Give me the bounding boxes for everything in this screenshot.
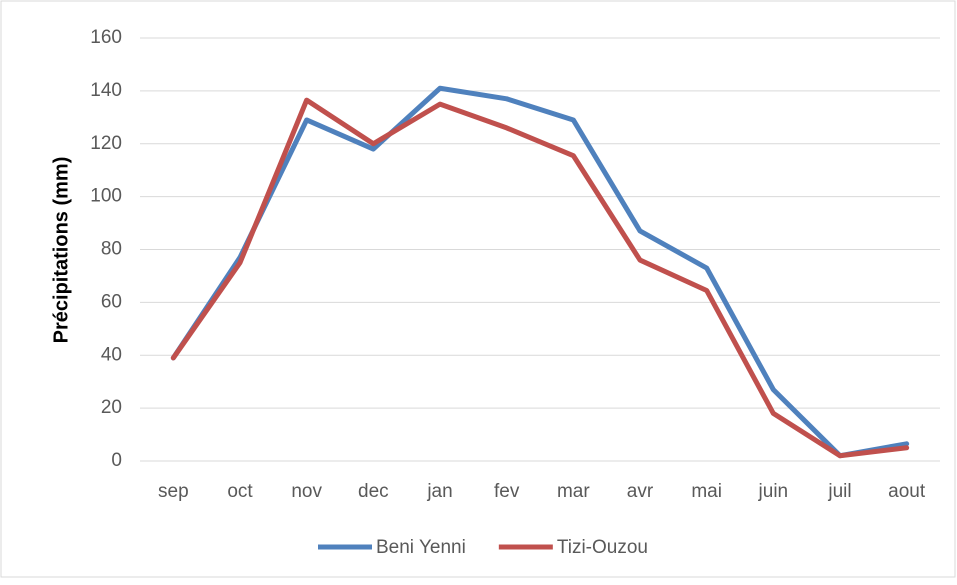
x-tick-label: sep: [158, 481, 189, 502]
x-tick-label: juil: [827, 481, 851, 502]
series-line: [170, 97, 910, 459]
y-tick-label: 120: [90, 133, 122, 154]
x-tick-label: mar: [557, 481, 590, 502]
x-tick-label: dec: [358, 481, 389, 502]
legend-label: Tizi-Ouzou: [557, 537, 648, 558]
y-tick-label: 140: [90, 80, 122, 101]
legend-label: Beni Yenni: [376, 537, 466, 558]
y-tick-label: 20: [101, 397, 122, 418]
series-line: [170, 85, 910, 459]
x-tick-label: oct: [227, 481, 253, 502]
y-tick-label: 60: [101, 291, 122, 312]
x-tick-label: aout: [888, 481, 926, 502]
y-axis-label: Précipitations (mm): [50, 157, 72, 344]
y-tick-label: 160: [90, 27, 122, 48]
x-tick-label: juin: [758, 481, 789, 502]
x-tick-label: mai: [691, 481, 722, 502]
y-tick-label: 100: [90, 186, 122, 207]
x-tick-label: avr: [627, 481, 654, 502]
x-tick-label: fev: [494, 481, 520, 502]
y-tick-label: 80: [101, 239, 122, 260]
y-tick-label: 0: [111, 450, 122, 471]
y-tick-label: 40: [101, 344, 122, 365]
x-tick-label: nov: [291, 481, 322, 502]
x-tick-label: jan: [426, 481, 452, 502]
